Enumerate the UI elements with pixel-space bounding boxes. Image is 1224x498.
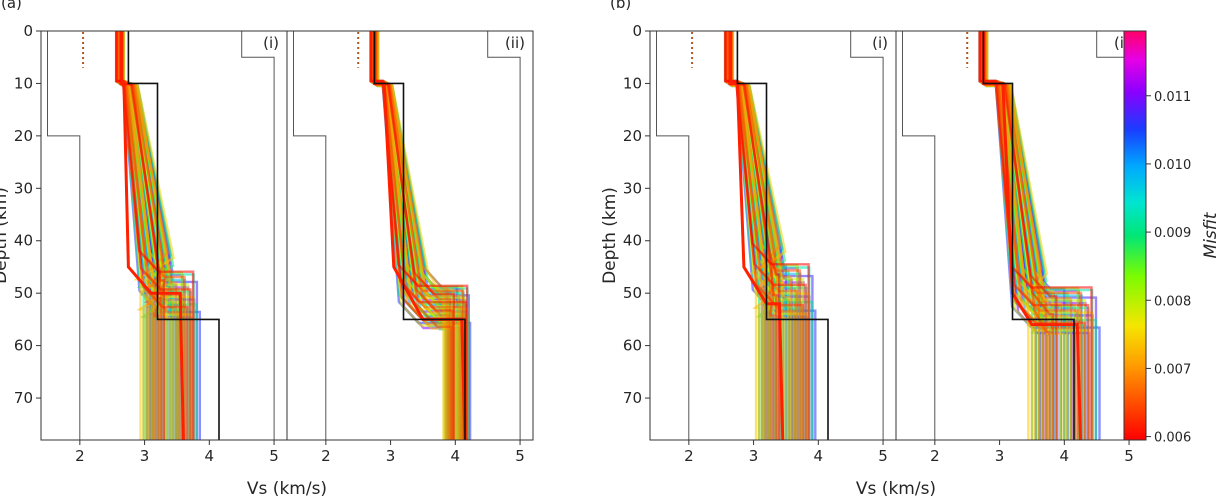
plot-area — [47, 31, 275, 440]
reference-model-line — [982, 31, 1075, 440]
x-axis-label: Vs (km/s) — [247, 479, 327, 498]
x-tick-label: 5 — [515, 447, 525, 465]
colorbar-tick-label: 0.006 — [1154, 431, 1191, 446]
x-tick-label: 2 — [684, 447, 694, 465]
y-tick-label: 70 — [623, 389, 642, 407]
x-tick-label: 3 — [749, 447, 759, 465]
y-tick-label: 60 — [14, 337, 33, 355]
x-tick-label: 2 — [321, 447, 331, 465]
prior-min-bound-line — [902, 31, 936, 440]
y-tick-label: 30 — [623, 179, 642, 197]
colorbar-tick-label: 0.008 — [1154, 294, 1191, 309]
x-tick-label: 5 — [1124, 447, 1134, 465]
y-tick-label: 40 — [623, 232, 642, 250]
prior-min-bound-line — [47, 31, 81, 440]
prior-min-bound-line — [293, 31, 327, 440]
x-tick-label: 2 — [930, 447, 940, 465]
prior-max-bound-line — [241, 31, 275, 440]
y-axis-label: Depth (km) — [0, 187, 11, 284]
y-tick-label: 20 — [623, 127, 642, 145]
y-tick-label: 10 — [14, 74, 33, 92]
subpanel-tag: (ii) — [505, 34, 525, 52]
reference-model-line — [373, 31, 466, 440]
x-tick-label: 3 — [995, 447, 1005, 465]
y-tick-label: 50 — [14, 284, 33, 302]
y-tick-label: 20 — [14, 127, 33, 145]
best-model-line — [729, 31, 785, 440]
plot-area — [293, 31, 521, 440]
y-axis-label: Depth (km) — [600, 187, 620, 284]
x-tick-label: 4 — [814, 447, 824, 465]
best-model-line — [120, 31, 185, 440]
colorbar-label: Misfit — [1201, 211, 1221, 258]
axes-frame — [286, 30, 534, 441]
subpanel-2: (ii) 2 3 4 5 — [286, 30, 534, 465]
y-tick-label: 50 — [623, 284, 642, 302]
x-tick-label: 3 — [386, 447, 396, 465]
x-tick-label: 5 — [878, 447, 888, 465]
x-axis-label: Vs (km/s) — [856, 479, 936, 498]
plot-area — [656, 31, 884, 440]
colorbar-tick-label: 0.010 — [1154, 158, 1191, 173]
x-tick-label: 5 — [269, 447, 279, 465]
x-tick-label: 3 — [140, 447, 150, 465]
reference-model-line — [127, 31, 220, 440]
y-tick-label: 30 — [14, 179, 33, 197]
colorbar-bar — [1123, 30, 1147, 441]
x-tick-label: 4 — [451, 447, 461, 465]
y-tick-label: 10 — [623, 74, 642, 92]
colorbar-tick-label: 0.011 — [1154, 90, 1191, 105]
subpanel-tag: (i) — [263, 34, 279, 52]
y-tick-label: 0 — [23, 22, 33, 40]
reference-model-line — [736, 31, 829, 440]
colorbar-tick-label: 0.007 — [1154, 362, 1191, 377]
ensemble-model-line — [728, 31, 781, 440]
prior-min-bound-line — [656, 31, 690, 440]
panel-label: (a) — [1, 0, 22, 12]
x-tick-label: 4 — [1060, 447, 1070, 465]
y-tick-label: 40 — [14, 232, 33, 250]
prior-max-bound-line — [487, 31, 521, 440]
y-tick-label: 70 — [14, 389, 33, 407]
ensemble-model-line — [114, 31, 195, 440]
y-tick-label: 60 — [623, 337, 642, 355]
ensemble-model-line — [723, 31, 810, 440]
y-tick-label: 0 — [632, 22, 642, 40]
ensemble-model-line — [369, 31, 469, 440]
prior-max-bound-line — [850, 31, 884, 440]
colorbar-tick-label: 0.009 — [1154, 226, 1191, 241]
panel-label: (b) — [610, 0, 631, 12]
colorbar: 0.006 0.007 0.008 0.009 0.010 0.011 Misfit — [1123, 30, 1221, 446]
plot-area — [902, 31, 1130, 440]
x-tick-label: 2 — [75, 447, 85, 465]
subpanel-tag: (i) — [872, 34, 888, 52]
x-tick-label: 4 — [205, 447, 215, 465]
